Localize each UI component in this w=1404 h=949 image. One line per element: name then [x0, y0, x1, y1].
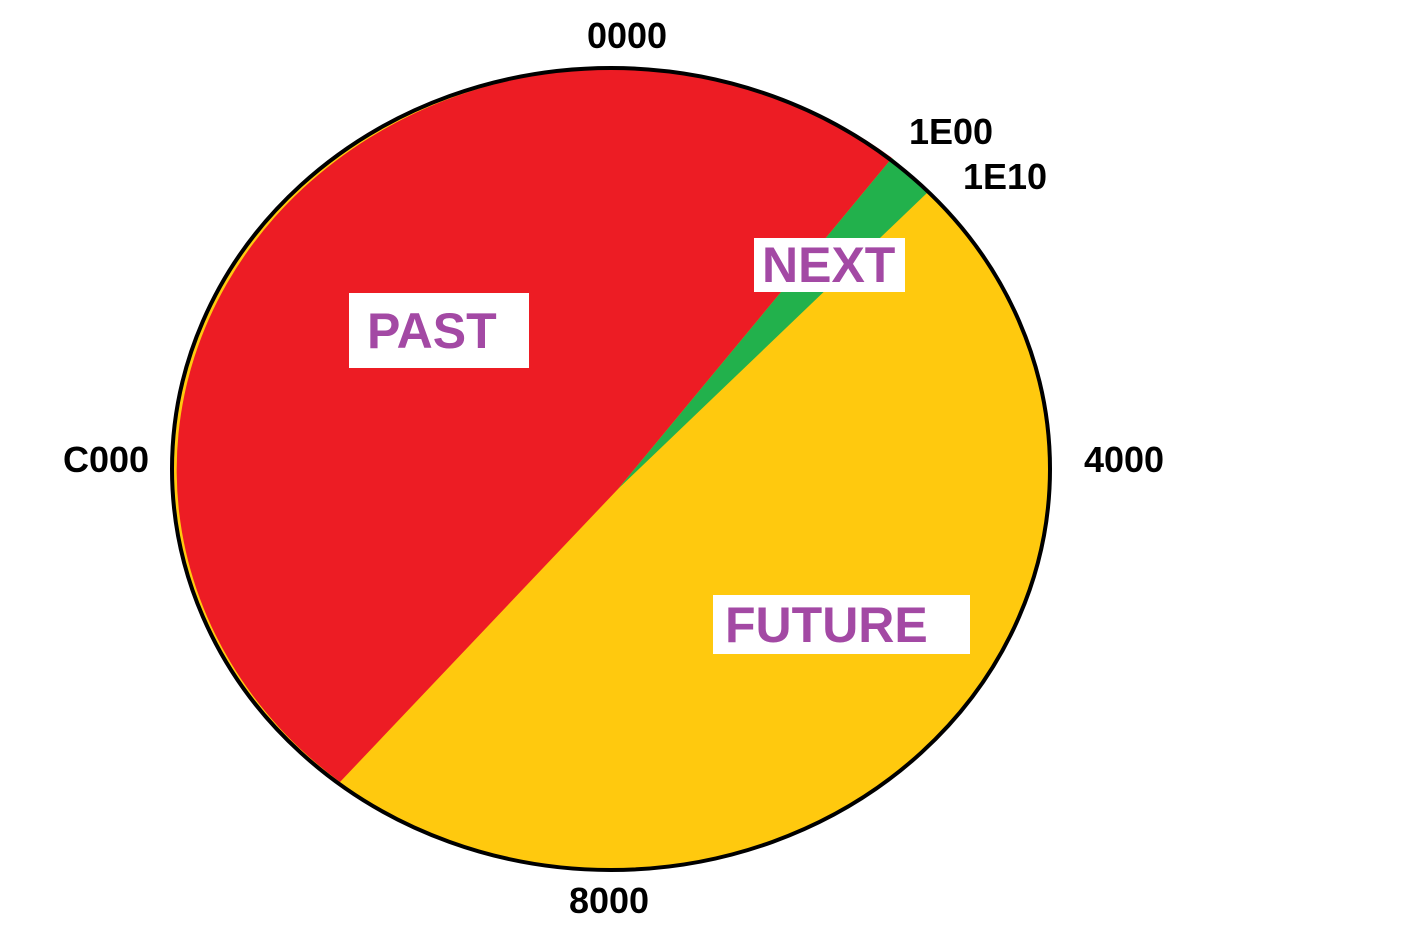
future-label: FUTURE — [713, 595, 970, 654]
wheel-outline — [170, 66, 1052, 872]
tick-label-right: 4000 — [1083, 439, 1165, 480]
tick-label-next-end: 1E10 — [962, 156, 1048, 197]
tick-label-bottom: 8000 — [568, 880, 650, 921]
tick-label-top: 0000 — [586, 15, 668, 56]
next-label: NEXT — [754, 237, 905, 293]
past-region — [176, 68, 893, 783]
past-label: PAST — [349, 293, 529, 368]
tick-label-left: C000 — [62, 439, 150, 480]
tick-label-next-start: 1E00 — [908, 111, 994, 152]
